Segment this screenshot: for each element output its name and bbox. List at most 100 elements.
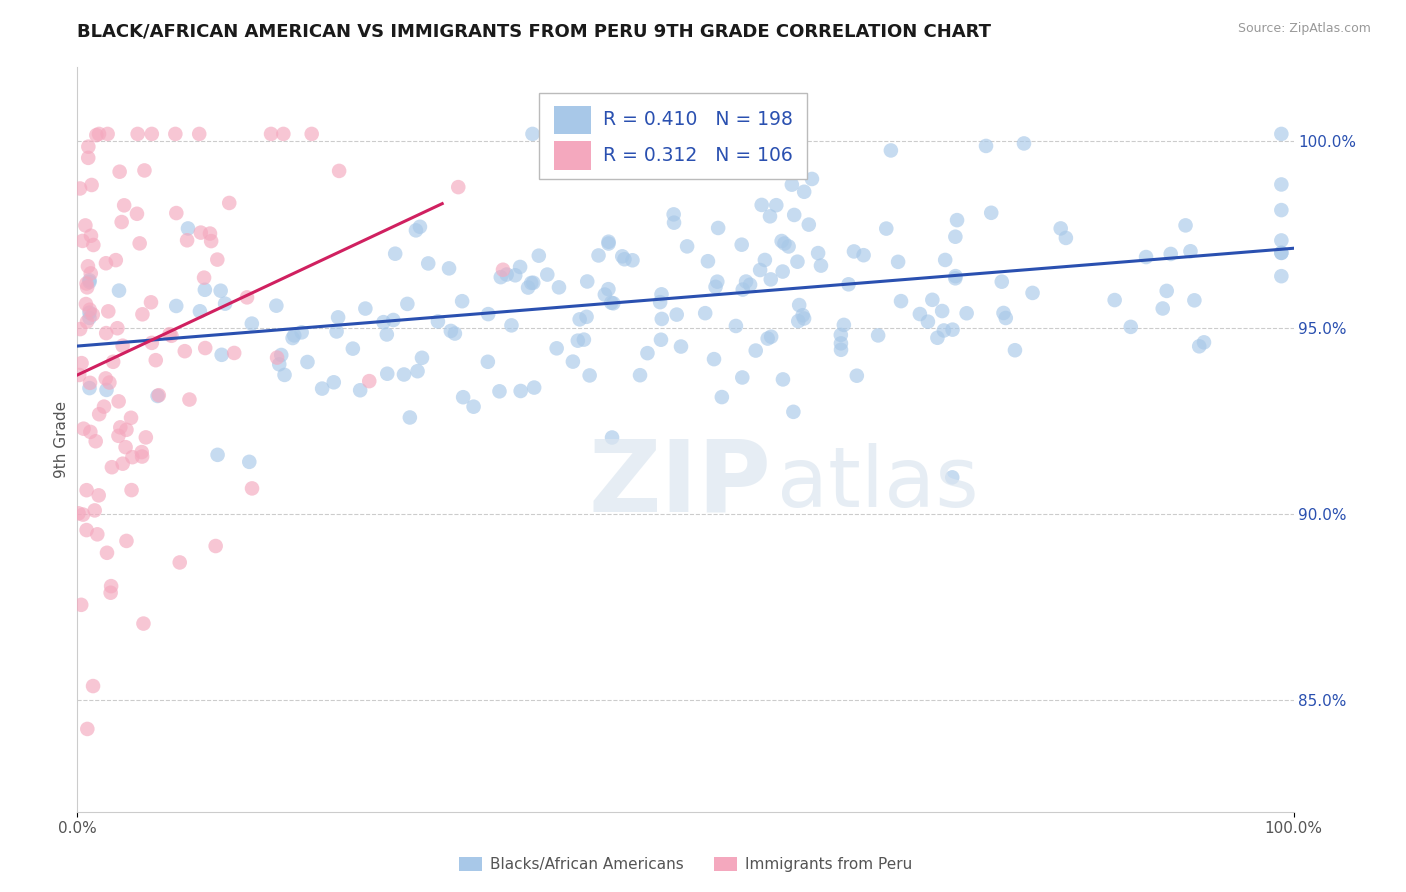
Point bbox=[523, 380, 546, 394]
Point bbox=[76, 277, 98, 291]
Point bbox=[260, 127, 283, 141]
Point bbox=[134, 163, 156, 178]
Point bbox=[703, 352, 725, 367]
Point bbox=[509, 384, 531, 398]
Point bbox=[297, 355, 319, 369]
Point bbox=[67, 506, 90, 520]
Point bbox=[114, 440, 136, 454]
Point bbox=[706, 275, 728, 289]
Point bbox=[731, 283, 754, 297]
Point bbox=[807, 246, 830, 260]
Point bbox=[1174, 219, 1197, 233]
Point bbox=[283, 328, 305, 343]
Point bbox=[567, 334, 589, 348]
Point bbox=[101, 355, 124, 369]
Point bbox=[830, 336, 852, 351]
Point bbox=[83, 503, 105, 517]
Point bbox=[79, 305, 101, 319]
Point bbox=[76, 523, 98, 537]
Point bbox=[1135, 250, 1157, 264]
Point bbox=[77, 139, 100, 153]
Point bbox=[373, 315, 395, 329]
Point bbox=[165, 299, 187, 313]
Point bbox=[115, 533, 138, 548]
Point bbox=[927, 331, 949, 345]
Point bbox=[82, 238, 104, 252]
Point bbox=[93, 400, 115, 414]
Point bbox=[501, 318, 523, 333]
Point bbox=[600, 295, 623, 310]
Point bbox=[354, 301, 377, 316]
Point bbox=[141, 335, 163, 350]
Point bbox=[517, 280, 540, 294]
Point bbox=[941, 470, 963, 484]
Point bbox=[131, 307, 153, 321]
Point bbox=[749, 263, 772, 277]
Point bbox=[79, 310, 101, 325]
Point bbox=[598, 236, 620, 251]
Point bbox=[87, 488, 110, 502]
Point bbox=[1192, 335, 1215, 350]
Point bbox=[96, 383, 118, 397]
Point bbox=[830, 327, 852, 342]
Point bbox=[418, 256, 440, 270]
Point bbox=[82, 679, 104, 693]
Point bbox=[375, 327, 398, 342]
Point bbox=[1270, 203, 1292, 218]
Point bbox=[266, 351, 288, 365]
Point bbox=[772, 372, 794, 386]
Point bbox=[100, 579, 122, 593]
FancyBboxPatch shape bbox=[554, 105, 591, 134]
Point bbox=[572, 333, 595, 347]
Point bbox=[522, 276, 544, 290]
Text: R = 0.410   N = 198: R = 0.410 N = 198 bbox=[603, 111, 793, 129]
Point bbox=[301, 127, 323, 141]
Point bbox=[561, 354, 583, 368]
Point bbox=[165, 206, 187, 220]
Point bbox=[79, 381, 101, 395]
Point bbox=[70, 598, 93, 612]
Point bbox=[810, 259, 832, 273]
Point bbox=[207, 252, 229, 267]
Point bbox=[409, 219, 432, 234]
Y-axis label: 9th Grade: 9th Grade bbox=[53, 401, 69, 478]
Point bbox=[495, 268, 517, 282]
Point bbox=[311, 382, 333, 396]
Point bbox=[780, 178, 803, 192]
Point bbox=[77, 151, 100, 165]
Point bbox=[120, 410, 142, 425]
Point bbox=[520, 276, 543, 290]
Point bbox=[96, 326, 118, 340]
Point bbox=[724, 318, 747, 333]
Point bbox=[974, 139, 997, 153]
Point bbox=[141, 127, 163, 141]
Point bbox=[145, 353, 167, 368]
Point bbox=[488, 384, 510, 399]
Point bbox=[1160, 247, 1182, 261]
Point bbox=[887, 255, 910, 269]
Point bbox=[1270, 234, 1292, 248]
Point bbox=[273, 368, 295, 382]
Point bbox=[578, 368, 600, 383]
Point bbox=[214, 296, 236, 310]
Point bbox=[880, 144, 903, 158]
Point bbox=[406, 364, 429, 378]
Point bbox=[86, 128, 108, 143]
Point bbox=[662, 207, 685, 221]
Point bbox=[917, 315, 939, 329]
Point bbox=[326, 310, 349, 325]
Point bbox=[437, 261, 460, 276]
Point bbox=[396, 297, 419, 311]
Point bbox=[359, 374, 381, 388]
Point bbox=[636, 346, 658, 360]
Point bbox=[104, 253, 127, 268]
Point bbox=[751, 198, 773, 212]
Point bbox=[236, 290, 259, 304]
Point bbox=[79, 275, 101, 289]
Point bbox=[783, 208, 806, 222]
Point bbox=[240, 482, 263, 496]
Point bbox=[121, 483, 143, 497]
Point bbox=[159, 327, 181, 342]
Point bbox=[105, 321, 128, 335]
Point bbox=[676, 239, 699, 253]
